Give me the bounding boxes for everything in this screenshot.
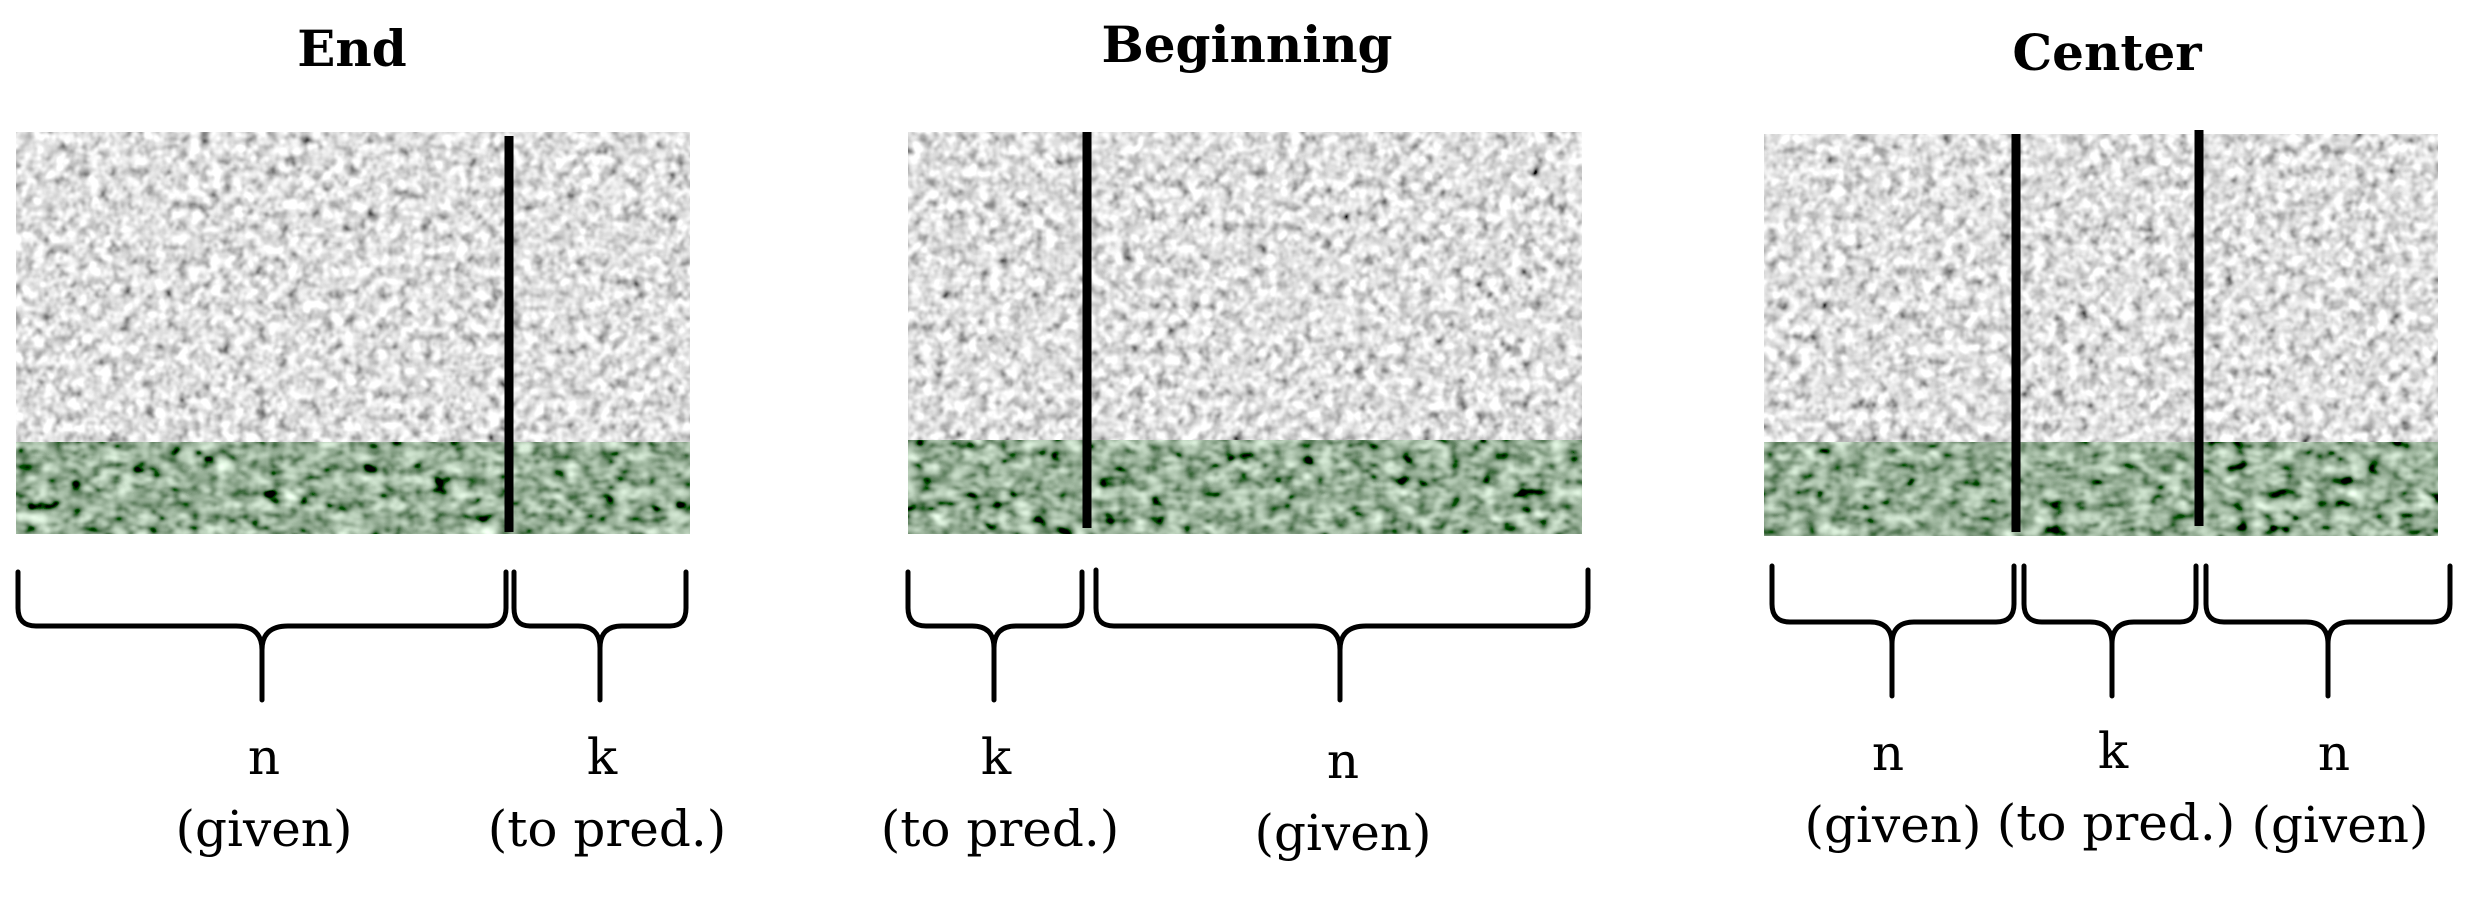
signal-image	[908, 132, 1582, 534]
noise-band-dark	[16, 442, 690, 534]
panel-center: Center n (given) k (to pred.) n (given)	[1764, 23, 2453, 854]
segment-symbol: n	[1327, 732, 1359, 790]
panel-end: End n (given) k (to pred.)	[15, 19, 727, 858]
brace-n	[1093, 567, 1591, 703]
panel-beginning: Beginning k (to pred.) n (given)	[881, 15, 1591, 862]
noise-band-light	[1764, 134, 2438, 444]
segment-role: (to pred.)	[1997, 794, 2236, 852]
segment-symbol: k	[981, 728, 1012, 786]
signal-image	[16, 132, 690, 534]
noise-band-dark	[908, 440, 1582, 534]
brace-n	[15, 569, 509, 703]
panel-title: Beginning	[1101, 15, 1392, 74]
segment-symbol: n	[1872, 724, 1904, 782]
brace-k	[2021, 563, 2199, 699]
segment-role: (given)	[1254, 804, 1431, 862]
segment-role: (to pred.)	[488, 800, 727, 858]
brace-k	[905, 569, 1085, 703]
segment-role: (given)	[1804, 796, 1981, 854]
brace-k	[511, 569, 689, 703]
brace-n	[2203, 563, 2453, 699]
panel-title: Center	[2012, 23, 2202, 82]
noise-band-light	[908, 132, 1582, 442]
panel-title: End	[297, 19, 406, 78]
signal-image	[1764, 134, 2438, 536]
segment-symbol: k	[587, 728, 618, 786]
segment-role: (given)	[2251, 796, 2428, 854]
segment-symbol: n	[2318, 724, 2350, 782]
segment-symbol: n	[248, 728, 280, 786]
segment-role: (given)	[175, 800, 352, 858]
brace-n	[1769, 563, 2017, 699]
noise-band-dark	[1764, 442, 2438, 536]
segment-role: (to pred.)	[881, 800, 1120, 858]
segment-symbol: k	[2098, 722, 2129, 780]
noise-band-light	[16, 132, 690, 442]
